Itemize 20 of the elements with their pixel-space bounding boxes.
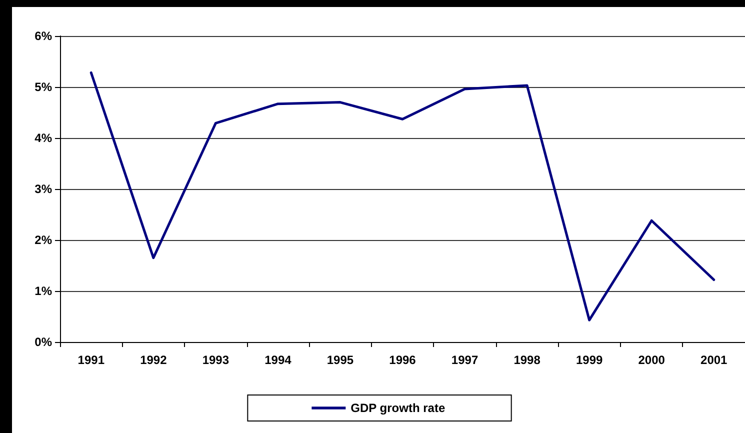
x-tick-label: 2001 bbox=[700, 353, 728, 367]
x-tick-label: 1991 bbox=[78, 353, 105, 367]
legend-label: GDP growth rate bbox=[350, 401, 446, 415]
y-tick-label: 2% bbox=[34, 233, 52, 247]
x-tick-label: 1992 bbox=[140, 353, 168, 367]
y-tick-label: 5% bbox=[34, 80, 52, 94]
x-tick-label: 1999 bbox=[576, 353, 603, 367]
x-tick-label: 1996 bbox=[389, 353, 416, 367]
y-tick-label: 0% bbox=[34, 335, 52, 349]
x-tick-label: 1998 bbox=[514, 353, 541, 367]
x-tick-label: 2000 bbox=[638, 353, 666, 367]
y-tick-label: 6% bbox=[34, 29, 52, 43]
y-tick-label: 4% bbox=[34, 131, 52, 145]
x-tick-label: 1995 bbox=[326, 353, 354, 367]
x-tick-label: 1997 bbox=[451, 353, 478, 367]
y-tick-label: 1% bbox=[34, 284, 52, 298]
y-tick-label: 3% bbox=[34, 182, 52, 196]
x-tick-label: 1993 bbox=[202, 353, 230, 367]
line-series bbox=[90, 71, 716, 322]
x-tick-label: 1994 bbox=[264, 353, 292, 367]
